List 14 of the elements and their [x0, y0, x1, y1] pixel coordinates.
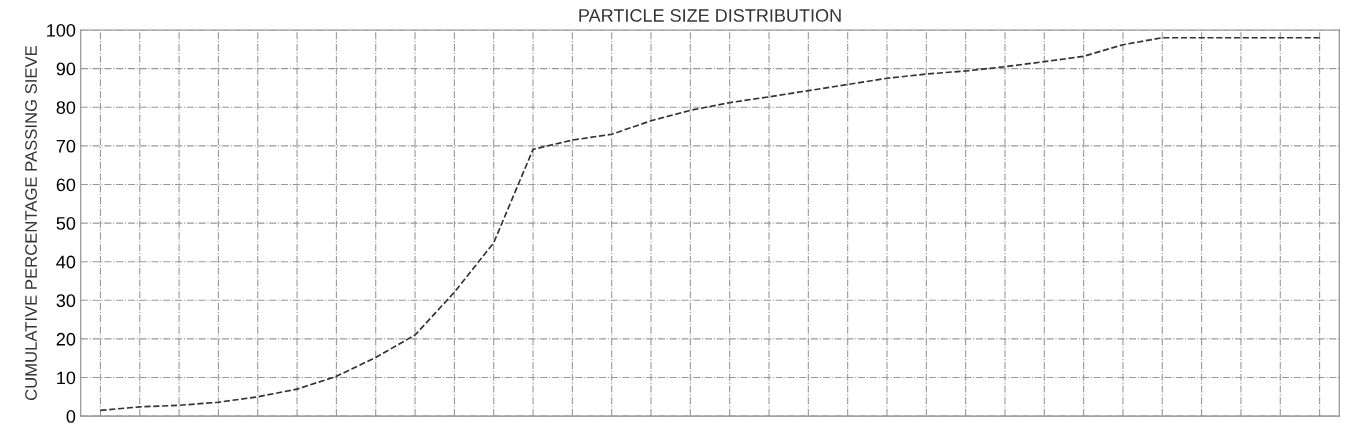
- y-tick-label: 90: [56, 62, 76, 76]
- y-tick-label: 10: [57, 371, 76, 385]
- y-tick-label: 60: [56, 178, 76, 192]
- y-tick-label: 40: [56, 255, 76, 269]
- y-tick-label: 80: [56, 101, 76, 114]
- y-tick-label: 30: [56, 294, 76, 308]
- y-axis-title: CUMULATIVE PERCENTAGE PASSING SIEVE: [25, 45, 37, 401]
- y-tick-label: 50: [56, 217, 76, 230]
- y-tick-label: 20: [56, 332, 76, 346]
- line-series: [99, 36, 1321, 412]
- y-tick-label: 70: [56, 139, 76, 153]
- y-tick-label: 0: [66, 410, 76, 423]
- y-tick-label: 100: [47, 23, 76, 37]
- chart-title: PARTICLE SIZE DISTRIBUTION: [579, 9, 841, 22]
